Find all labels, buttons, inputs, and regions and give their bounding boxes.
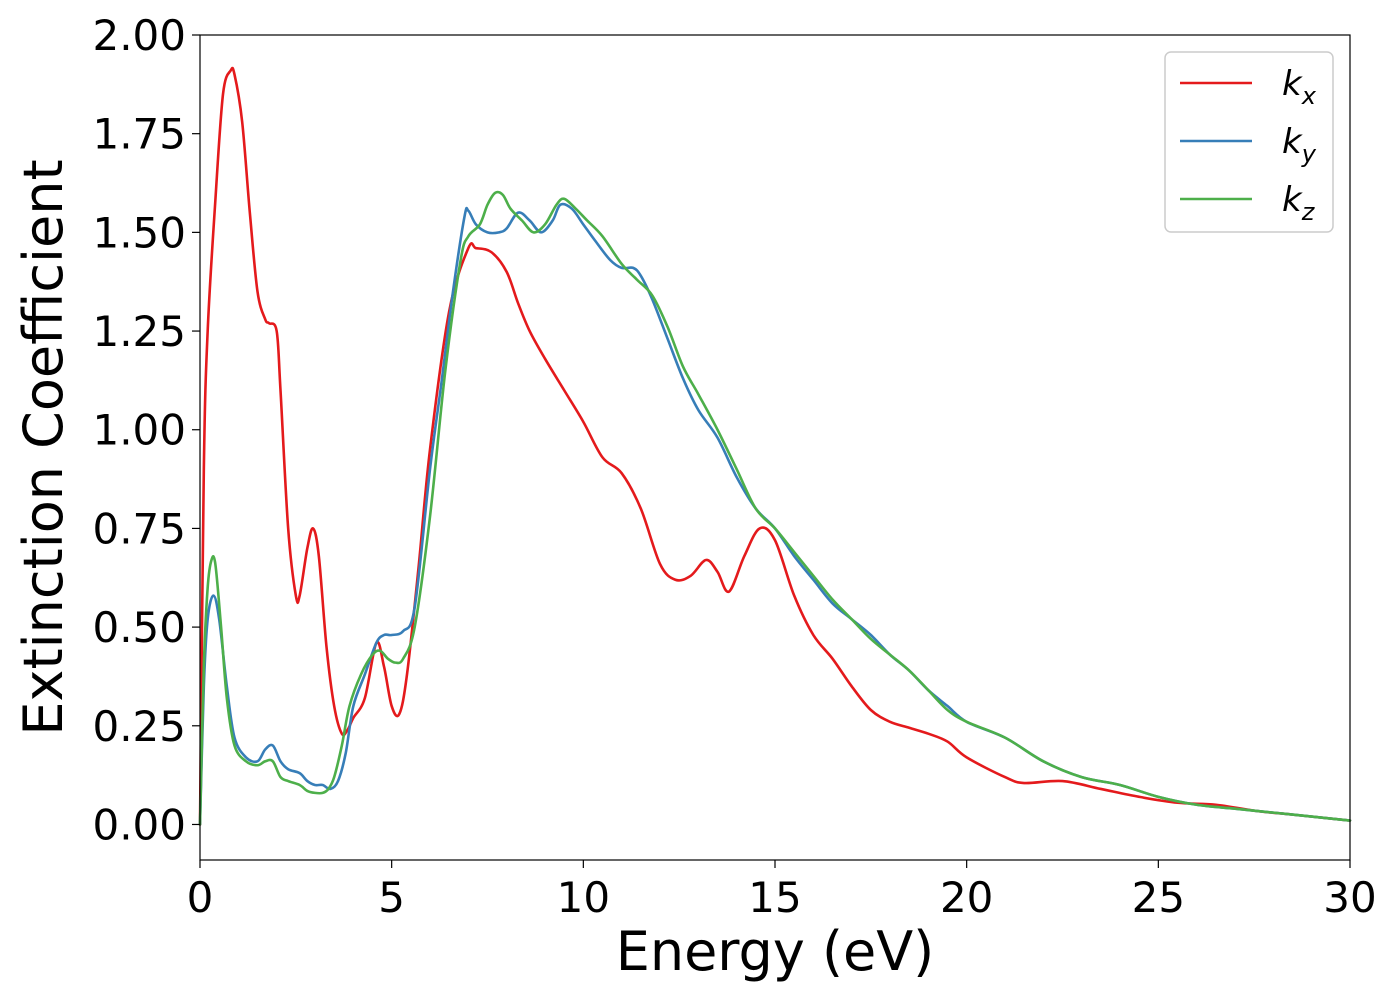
series-layer [198, 66, 1352, 826]
x-tick-label: 20 [940, 873, 993, 922]
legend: kx ky kz [1164, 51, 1334, 233]
y-tick-label: 0.00 [92, 800, 186, 849]
x-tick-label: 10 [557, 873, 610, 922]
y-tick-label: 1.50 [92, 208, 186, 257]
series-line-z [198, 190, 1352, 826]
y-tick-label: 1.25 [92, 307, 186, 356]
x-tick-label: 30 [1323, 873, 1376, 922]
legend-label-x: kx [1282, 64, 1317, 110]
legend-label-z: kz [1282, 180, 1316, 226]
y-tick-label: 1.75 [92, 110, 186, 159]
x-tick-label: 5 [378, 873, 405, 922]
x-tick-label: 0 [187, 873, 214, 922]
legend-label-y: ky [1282, 122, 1317, 168]
x-axis-label: Energy (eV) [616, 920, 935, 983]
x-tick-label: 25 [1132, 873, 1185, 922]
y-tick-label: 1.00 [92, 406, 186, 455]
y-tick-label: 0.25 [92, 702, 186, 751]
y-axis-label: Extinction Coefficient [12, 159, 75, 735]
y-tick-label: 2.00 [92, 11, 186, 60]
x-tick-label: 15 [748, 873, 801, 922]
y-tick-label: 0.50 [92, 603, 186, 652]
series-line-x [198, 66, 1352, 826]
ticks-layer: 0 5 10 15 20 25 30 0.00 0.25 0.50 0.75 1.00 1.25 1.50… [92, 11, 1376, 922]
y-tick-label: 0.75 [92, 504, 186, 553]
